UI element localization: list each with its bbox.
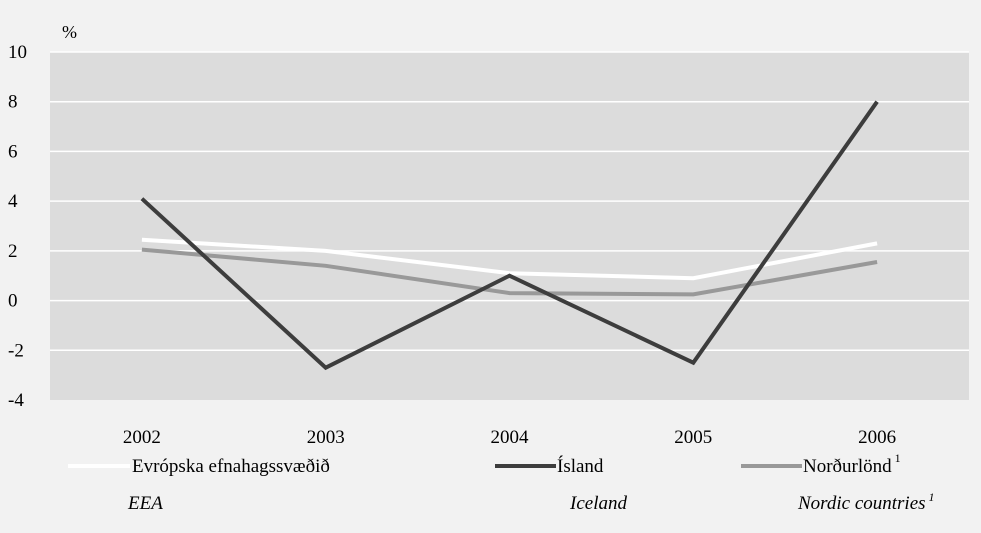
legend-label-eea-en: EEA [127, 493, 163, 514]
legend-label-eea: Evrópska efnahagssvæðið [132, 456, 330, 477]
x-tick-label: 2004 [491, 427, 530, 448]
y-tick-label: 10 [8, 42, 27, 63]
y-tick-label: 0 [8, 291, 18, 312]
footnote-marker-en: 1 [929, 490, 935, 504]
x-tick-label: 2003 [307, 427, 345, 448]
series-lines [140, 100, 879, 371]
x-tick-label: 2006 [858, 427, 896, 448]
plot-area [50, 52, 969, 400]
footnote-marker: 1 [895, 451, 901, 465]
legend-label-nordic-en: Nordic countries 1 [797, 490, 935, 514]
y-axis-unit-label: % [62, 22, 77, 42]
legend: Evrópska efnahagssvæðið EEA Ísland Icela… [68, 451, 935, 514]
x-axis-ticks: 2002 2003 2004 2005 2006 [123, 427, 896, 448]
y-tick-label: 8 [8, 92, 18, 113]
legend-label-nordic-en-text: Nordic countries [797, 493, 926, 514]
legend-item-iceland: Ísland Iceland [495, 455, 627, 514]
legend-label-nordic: Norðurlönd 1 [803, 451, 901, 477]
y-tick-label: -4 [8, 390, 24, 411]
gridlines [50, 51, 969, 352]
legend-label-nordic-text: Norðurlönd [803, 456, 892, 477]
legend-item-nordic: Norðurlönd 1 Nordic countries 1 [741, 451, 935, 514]
series-line-eea [141, 237, 878, 281]
legend-label-iceland: Ísland [557, 455, 604, 477]
series-line-nordic [141, 247, 878, 297]
legend-item-eea: Evrópska efnahagssvæðið EEA [68, 456, 330, 514]
y-tick-label: 2 [8, 241, 18, 262]
legend-label-iceland-en: Iceland [569, 493, 627, 514]
x-tick-label: 2005 [674, 427, 712, 448]
y-tick-label: 6 [8, 141, 18, 162]
series-line-iceland [140, 100, 879, 371]
y-axis-ticks: 10 8 6 4 2 0 -2 -4 [8, 42, 27, 411]
y-tick-label: -2 [8, 340, 24, 361]
y-tick-label: 4 [8, 191, 18, 212]
x-tick-label: 2002 [123, 427, 161, 448]
